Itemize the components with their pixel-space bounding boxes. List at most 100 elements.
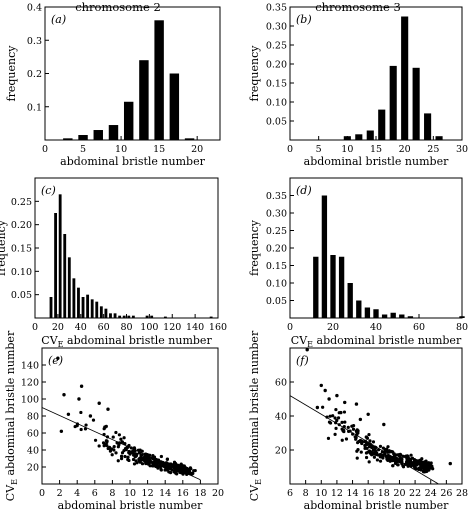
scatter-point [360, 439, 364, 443]
y-tick-label: 0.25 [11, 197, 32, 208]
bar [184, 138, 195, 140]
scatter-point [355, 449, 359, 453]
regression-line [289, 395, 439, 485]
bar [93, 130, 103, 140]
x-tick-label: 28 [456, 488, 468, 499]
scatter-point [410, 461, 414, 465]
bar [338, 256, 345, 318]
bar [122, 315, 126, 318]
scatter-point [337, 423, 341, 427]
scatter-point [359, 450, 363, 454]
scatter-point [370, 445, 374, 449]
scatter-point [354, 429, 359, 434]
panel-label: (b) [296, 13, 312, 26]
scatter-point [79, 427, 83, 432]
plot-frame [289, 347, 463, 485]
y-tick-label: 0.10 [266, 98, 287, 109]
scatter-point [395, 453, 399, 457]
scatter-point [340, 438, 344, 442]
scatter-point [123, 441, 127, 446]
scatter-point [137, 451, 142, 455]
x-tick-label: 100 [140, 322, 158, 333]
scatter-point [342, 425, 346, 429]
y-tick-label: 80 [27, 412, 39, 423]
scatter-point [378, 459, 383, 463]
y-tick-label: 0.4 [27, 3, 42, 14]
scatter-point [321, 405, 325, 409]
scatter-point [73, 424, 77, 429]
scatter-point [380, 450, 384, 454]
bar [86, 294, 90, 318]
bar [78, 135, 88, 140]
scatter-point [397, 453, 401, 458]
scatter-point [334, 426, 338, 430]
scatter-point [164, 466, 168, 471]
x-tick-label: 30 [456, 144, 468, 155]
x-tick-label: 5 [80, 144, 86, 155]
bar [313, 256, 319, 318]
scatter-point [129, 446, 133, 450]
x-tick-label: 10 [341, 144, 353, 155]
scatter-point [127, 443, 131, 448]
scatter-point [315, 405, 320, 410]
bar [109, 313, 112, 318]
scatter-point [127, 450, 131, 455]
scatter-point [340, 420, 344, 424]
scatter-point [374, 445, 378, 450]
scatter-point [414, 459, 419, 464]
scatter-point [423, 467, 427, 471]
scatter-point [364, 435, 369, 439]
panel-c: 0 20 40 60 80 100 120 140 160 0.05 0.10 0.15 0.20 0.2… [0, 177, 227, 349]
x-tick-label: 26 [440, 488, 452, 499]
scatter-point [130, 450, 134, 455]
x-tick-label: 0 [287, 322, 293, 333]
scatter-point [138, 448, 142, 452]
scatter-point [176, 463, 180, 468]
scatter-point [143, 455, 147, 459]
scatter-point [366, 412, 370, 416]
scatter-point [189, 467, 193, 471]
scatter-point [184, 468, 188, 472]
bar [378, 109, 386, 140]
x-tick-label: 40 [75, 322, 87, 333]
scatter-point [114, 430, 118, 435]
panel-a: 0 5 10 15 20 0.1 0.2 0.3 0.4 abdominal bristle nu… [5, 3, 221, 168]
scatter-point [351, 427, 356, 431]
x-tick-label: 18 [194, 488, 206, 499]
scatter-point [142, 458, 146, 463]
scatter-point [190, 471, 194, 475]
panel-d: 0 20 40 60 80 0.05 0.10 0.15 0.20 0.25 0.30 0.35 CVE… [248, 177, 468, 349]
panel-label: (e) [48, 354, 63, 367]
scatter-point [117, 433, 121, 437]
bar [139, 60, 149, 141]
scatter-point [77, 397, 81, 401]
scatter-point [356, 441, 360, 445]
scatter-point [420, 457, 424, 461]
scatter-point [413, 462, 418, 466]
scatter-point [403, 462, 408, 466]
bar [63, 234, 67, 318]
x-axis-label: abdominal bristle number [304, 155, 449, 168]
y-tick-label: 0.15 [11, 244, 32, 255]
y-tick-label: 20 [27, 463, 39, 474]
scatter-point [168, 471, 173, 475]
x-tick-label: 80 [120, 322, 132, 333]
x-tick-label: 0 [42, 144, 48, 155]
scatter-point [350, 424, 354, 428]
bar [343, 136, 351, 140]
scatter-point [326, 436, 331, 440]
y-tick-label: 0.10 [11, 267, 32, 278]
y-tick-label: 40 [275, 412, 287, 423]
scatter-point [390, 450, 395, 454]
scatter-point [97, 444, 101, 448]
scatter-point [421, 470, 426, 474]
y-tick-label: 0.20 [266, 60, 287, 71]
bar [356, 300, 362, 318]
bar [49, 297, 53, 318]
scatter-point [140, 462, 145, 466]
scatter-point [358, 417, 363, 422]
scatter-point [122, 449, 126, 453]
x-tick-label: 140 [186, 322, 204, 333]
scatter-point [139, 453, 143, 457]
